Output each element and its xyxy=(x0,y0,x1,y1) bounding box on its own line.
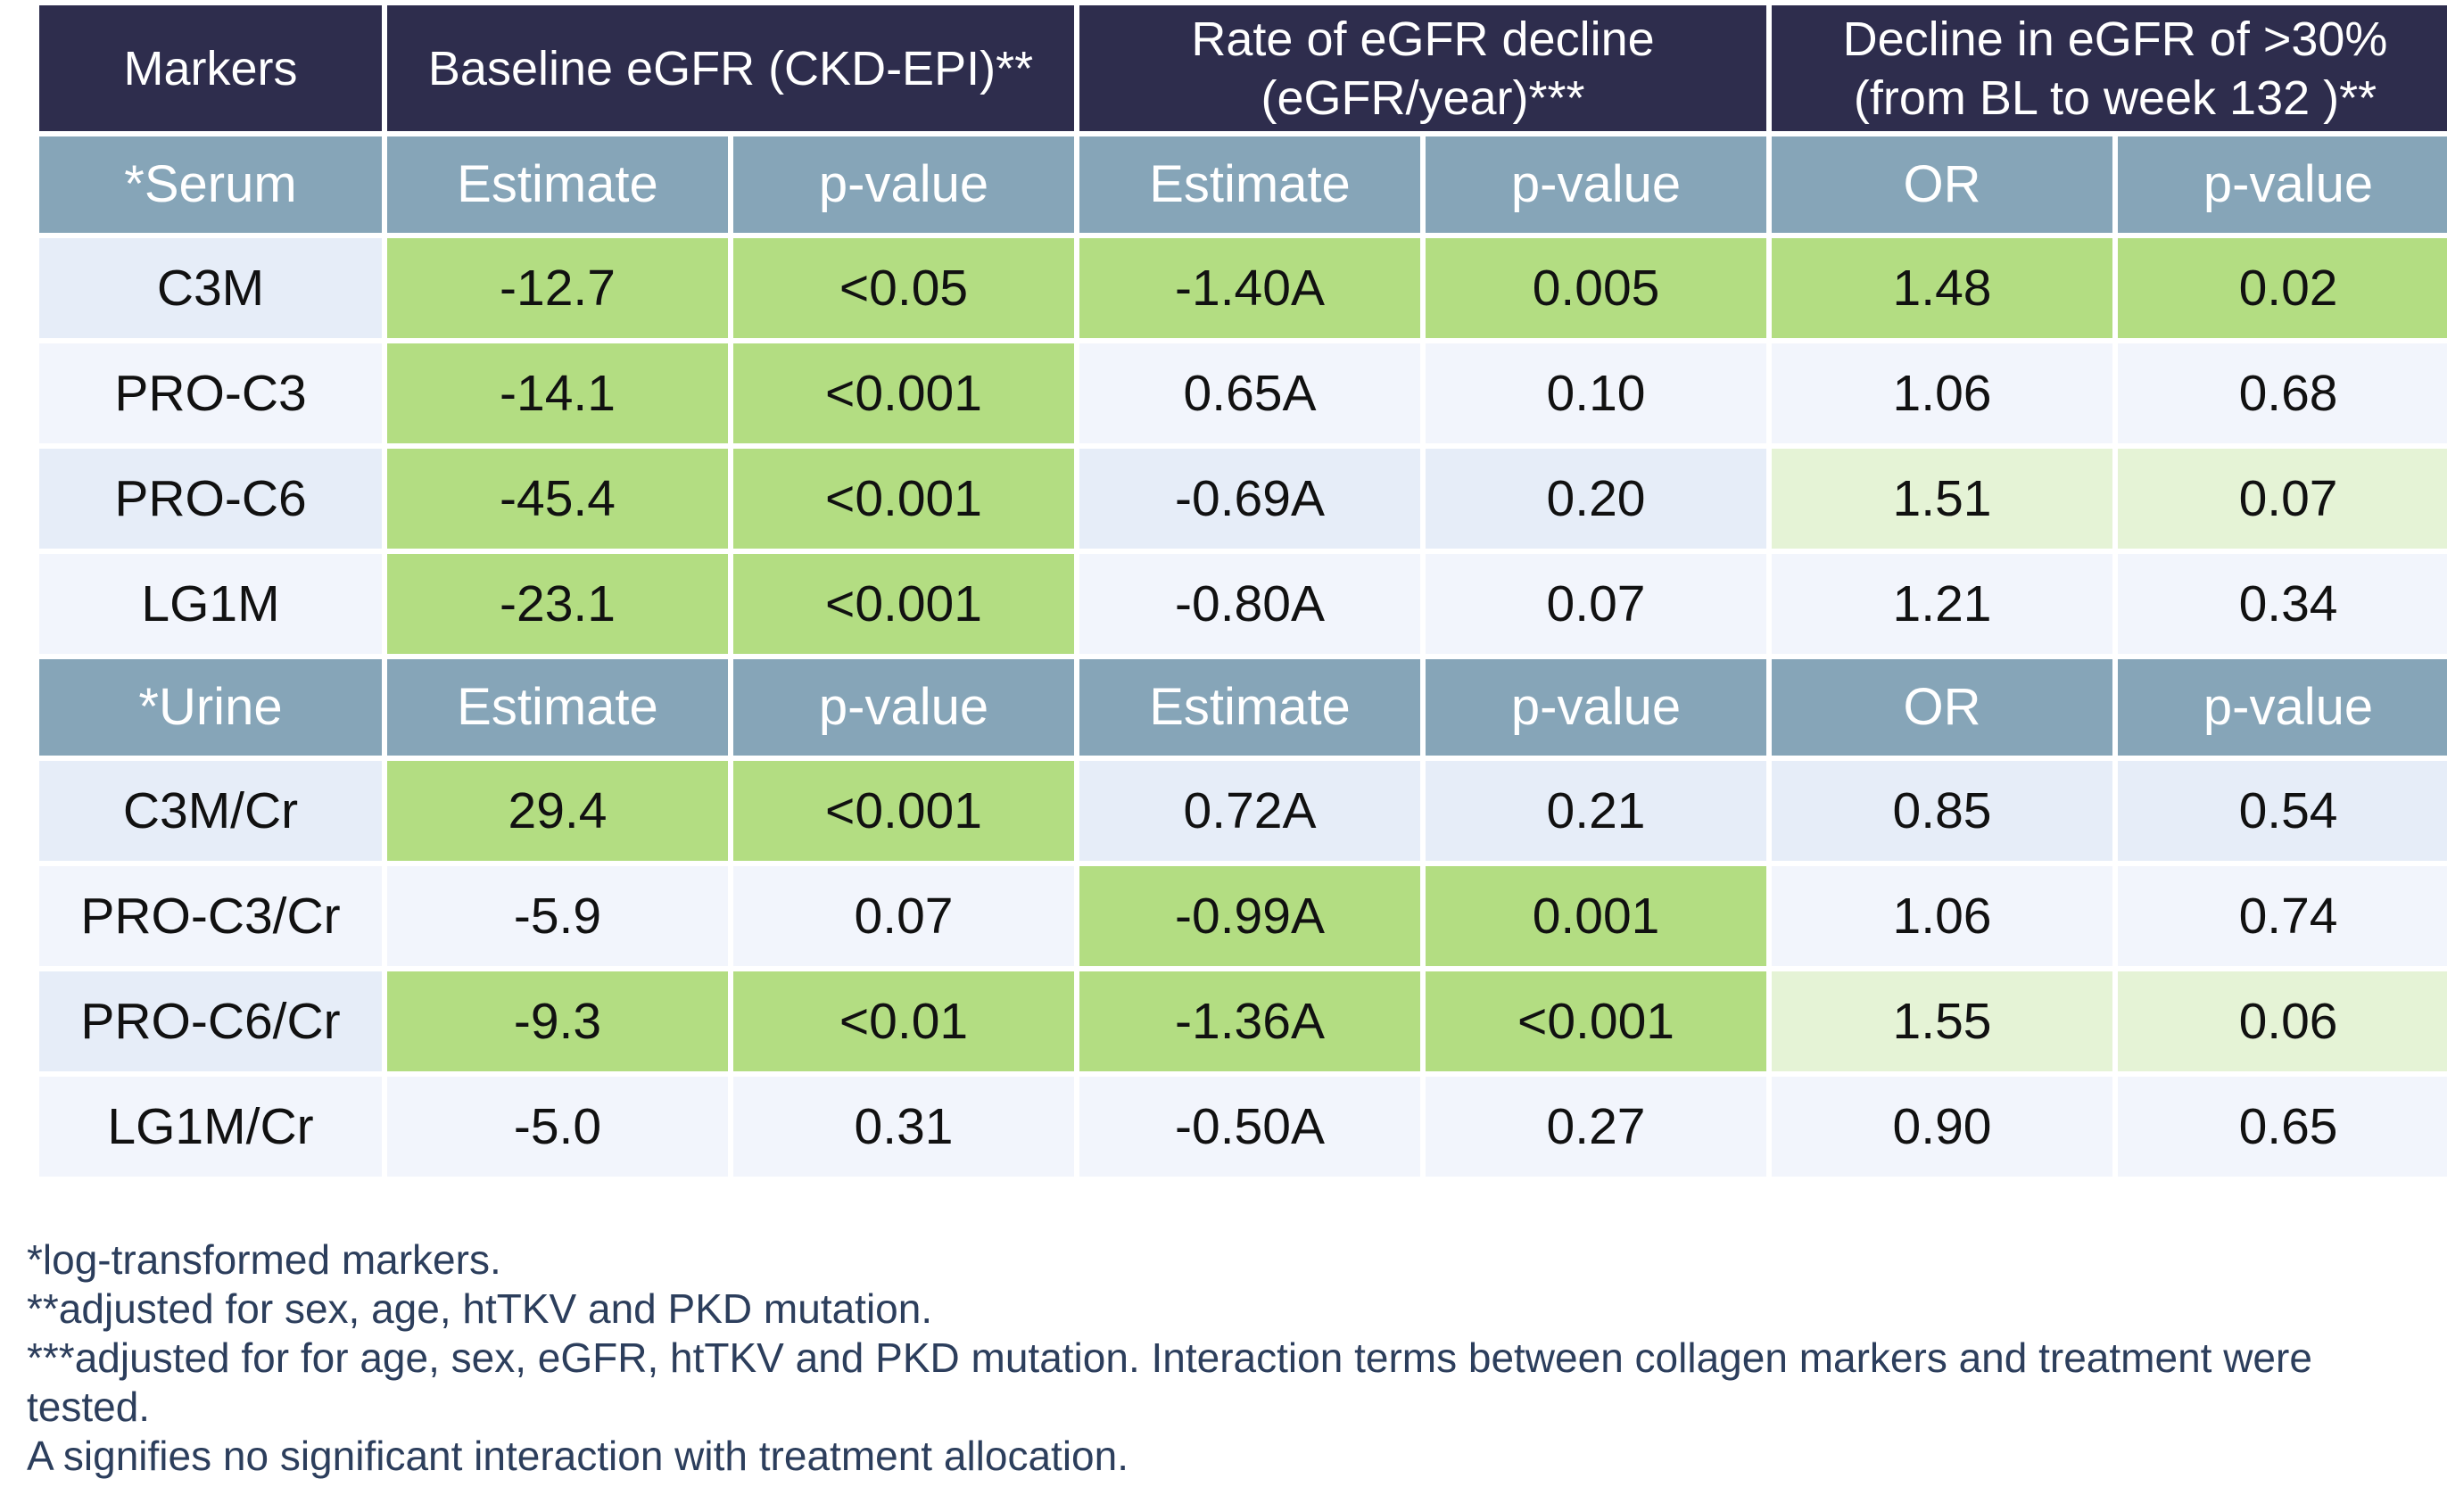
subheader-cell: p-value xyxy=(2118,136,2447,233)
footnotes: *log-transformed markers. **adjusted for… xyxy=(27,1235,2418,1481)
subheader-cell: Estimate xyxy=(1079,136,1421,233)
data-cell: <0.05 xyxy=(733,238,1075,338)
subheader-cell: Estimate xyxy=(387,659,728,756)
subheader-cell: p-value xyxy=(733,659,1075,756)
data-cell: -9.3 xyxy=(387,971,728,1071)
footnote: **adjusted for sex, age, htTKV and PKD m… xyxy=(27,1285,933,1332)
data-cell: -0.69A xyxy=(1079,449,1421,549)
subheader-cell: OR xyxy=(1772,136,2113,233)
subheader-cell: p-value xyxy=(733,136,1075,233)
data-cell: 0.07 xyxy=(2118,449,2447,549)
data-cell: 0.34 xyxy=(2118,554,2447,654)
footnote: ***adjusted for for age, sex, eGFR, htTK… xyxy=(27,1334,2312,1430)
subheader-cell: p-value xyxy=(1426,136,1767,233)
table-row: PRO-C3/Cr -5.9 0.07 -0.99A 0.001 1.06 0.… xyxy=(39,866,2447,966)
results-table: Markers Baseline eGFR (CKD-EPI)** Rate o… xyxy=(34,0,2447,1182)
table-row: LG1M -23.1 <0.001 -0.80A 0.07 1.21 0.34 xyxy=(39,554,2447,654)
header-decline-30: Decline in eGFR of >30% (from BL to week… xyxy=(1772,5,2447,131)
urine-section-label: *Urine xyxy=(39,659,382,756)
data-cell: 0.65A xyxy=(1079,343,1421,443)
marker-cell: C3M xyxy=(39,238,382,338)
serum-subheader-row: *Serum Estimate p-value Estimate p-value… xyxy=(39,136,2447,233)
serum-section-label: *Serum xyxy=(39,136,382,233)
data-cell: 29.4 xyxy=(387,761,728,861)
header-decline-text: Decline in eGFR of >30% (from BL to week… xyxy=(1842,12,2388,125)
marker-cell: PRO-C3 xyxy=(39,343,382,443)
header-baseline-egfr: Baseline eGFR (CKD-EPI)** xyxy=(387,5,1075,131)
data-cell: 0.72A xyxy=(1079,761,1421,861)
data-cell: -5.9 xyxy=(387,866,728,966)
table-row: LG1M/Cr -5.0 0.31 -0.50A 0.27 0.90 0.65 xyxy=(39,1077,2447,1177)
data-cell: <0.001 xyxy=(733,343,1075,443)
data-cell: 0.68 xyxy=(2118,343,2447,443)
data-cell: 0.10 xyxy=(1426,343,1767,443)
subheader-cell: Estimate xyxy=(387,136,728,233)
data-cell: 1.55 xyxy=(1772,971,2113,1071)
marker-cell: PRO-C6 xyxy=(39,449,382,549)
marker-cell: PRO-C6/Cr xyxy=(39,971,382,1071)
data-cell: 0.65 xyxy=(2118,1077,2447,1177)
data-cell: 0.07 xyxy=(733,866,1075,966)
data-cell: -0.50A xyxy=(1079,1077,1421,1177)
subheader-cell: Estimate xyxy=(1079,659,1421,756)
data-cell: 0.74 xyxy=(2118,866,2447,966)
data-cell: -1.36A xyxy=(1079,971,1421,1071)
footnote: A signifies no significant interaction w… xyxy=(27,1433,1128,1479)
data-cell: 1.48 xyxy=(1772,238,2113,338)
header-rate-of-decline: Rate of eGFR decline (eGFR/year)*** xyxy=(1079,5,1767,131)
data-cell: 0.20 xyxy=(1426,449,1767,549)
marker-cell: LG1M xyxy=(39,554,382,654)
results-table-container: Markers Baseline eGFR (CKD-EPI)** Rate o… xyxy=(39,5,2447,1182)
data-cell: 0.85 xyxy=(1772,761,2113,861)
table-row: PRO-C3 -14.1 <0.001 0.65A 0.10 1.06 0.68 xyxy=(39,343,2447,443)
table-row: C3M -12.7 <0.05 -1.40A 0.005 1.48 0.02 xyxy=(39,238,2447,338)
data-cell: 1.21 xyxy=(1772,554,2113,654)
data-cell: 0.005 xyxy=(1426,238,1767,338)
data-cell: <0.01 xyxy=(733,971,1075,1071)
data-cell: -23.1 xyxy=(387,554,728,654)
data-cell: 0.54 xyxy=(2118,761,2447,861)
data-cell: 0.07 xyxy=(1426,554,1767,654)
subheader-cell: p-value xyxy=(2118,659,2447,756)
urine-subheader-row: *Urine Estimate p-value Estimate p-value… xyxy=(39,659,2447,756)
marker-cell: LG1M/Cr xyxy=(39,1077,382,1177)
data-cell: 0.31 xyxy=(733,1077,1075,1177)
data-cell: 0.90 xyxy=(1772,1077,2113,1177)
table-row: PRO-C6/Cr -9.3 <0.01 -1.36A <0.001 1.55 … xyxy=(39,971,2447,1071)
table-row: PRO-C6 -45.4 <0.001 -0.69A 0.20 1.51 0.0… xyxy=(39,449,2447,549)
header-rate-text: Rate of eGFR decline (eGFR/year)*** xyxy=(1191,12,1655,125)
data-cell: 0.02 xyxy=(2118,238,2447,338)
data-cell: <0.001 xyxy=(1426,971,1767,1071)
data-cell: 0.27 xyxy=(1426,1077,1767,1177)
data-cell: 0.001 xyxy=(1426,866,1767,966)
data-cell: 0.06 xyxy=(2118,971,2447,1071)
data-cell: 1.51 xyxy=(1772,449,2113,549)
header-markers: Markers xyxy=(39,5,382,131)
header-row: Markers Baseline eGFR (CKD-EPI)** Rate o… xyxy=(39,5,2447,131)
data-cell: 1.06 xyxy=(1772,343,2113,443)
subheader-cell: p-value xyxy=(1426,659,1767,756)
data-cell: -0.99A xyxy=(1079,866,1421,966)
data-cell: 1.06 xyxy=(1772,866,2113,966)
data-cell: <0.001 xyxy=(733,554,1075,654)
data-cell: 0.21 xyxy=(1426,761,1767,861)
data-cell: -1.40A xyxy=(1079,238,1421,338)
marker-cell: PRO-C3/Cr xyxy=(39,866,382,966)
marker-cell: C3M/Cr xyxy=(39,761,382,861)
data-cell: -5.0 xyxy=(387,1077,728,1177)
data-cell: -14.1 xyxy=(387,343,728,443)
data-cell: -0.80A xyxy=(1079,554,1421,654)
data-cell: -45.4 xyxy=(387,449,728,549)
footnote: *log-transformed markers. xyxy=(27,1236,501,1283)
data-cell: -12.7 xyxy=(387,238,728,338)
data-cell: <0.001 xyxy=(733,761,1075,861)
subheader-cell: OR xyxy=(1772,659,2113,756)
table-row: C3M/Cr 29.4 <0.001 0.72A 0.21 0.85 0.54 xyxy=(39,761,2447,861)
data-cell: <0.001 xyxy=(733,449,1075,549)
